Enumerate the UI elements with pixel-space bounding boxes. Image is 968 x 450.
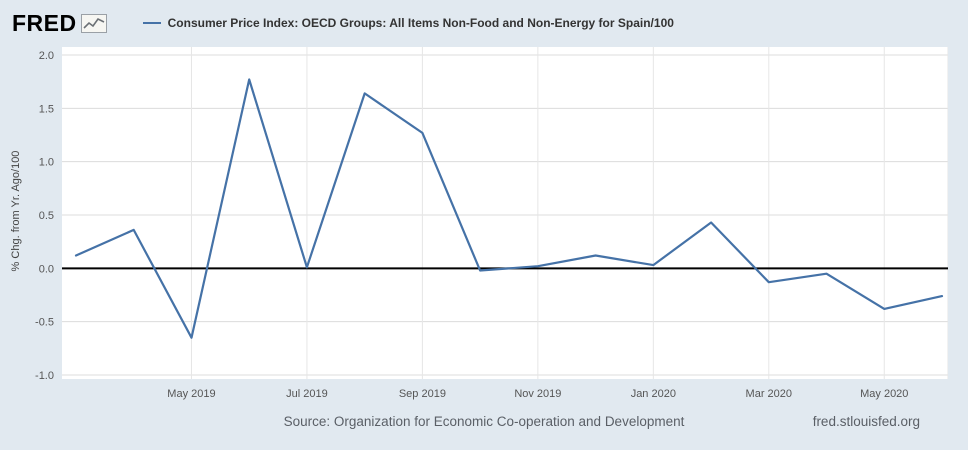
plot-region: 2.0 1.5 1.0 0.5 0.0 -0.5 -1.0 May 2019 Jul 2019 S… (28, 47, 948, 417)
svg-text:May 2019: May 2019 (167, 388, 215, 400)
svg-text:-0.5: -0.5 (35, 317, 54, 329)
svg-text:Jul 2019: Jul 2019 (286, 388, 328, 400)
y-axis-label: % Chg. from Yr. Ago/100 (10, 150, 22, 272)
site-link[interactable]: fred.stlouisfed.org (812, 414, 920, 429)
svg-text:Nov 2019: Nov 2019 (514, 388, 561, 400)
legend: Consumer Price Index: OECD Groups: All I… (142, 16, 674, 30)
svg-text:1.0: 1.0 (39, 157, 54, 169)
svg-text:1.5: 1.5 (39, 103, 54, 115)
svg-text:Sep 2019: Sep 2019 (399, 388, 446, 400)
fred-logo-text: FRED (12, 9, 77, 36)
source-text: Source: Organization for Economic Co-ope… (283, 414, 685, 429)
line-chart: 2.0 1.5 1.0 0.5 0.0 -0.5 -1.0 May 2019 Jul 2019 S… (35, 47, 948, 400)
fred-logo[interactable]: FRED (12, 10, 107, 37)
svg-text:Jan 2020: Jan 2020 (631, 388, 676, 400)
svg-text:-1.0: -1.0 (35, 370, 54, 382)
series-title: Consumer Price Index: OECD Groups: All I… (167, 16, 674, 30)
svg-text:Mar 2020: Mar 2020 (746, 388, 792, 400)
svg-text:0.0: 0.0 (39, 263, 54, 275)
svg-text:May 2020: May 2020 (860, 388, 908, 400)
fred-logo-graph-icon (80, 13, 107, 33)
chart-footer: Source: Organization for Economic Co-ope… (0, 414, 968, 438)
svg-text:0.5: 0.5 (39, 210, 54, 222)
legend-line-swatch (142, 22, 161, 24)
svg-text:2.0: 2.0 (39, 50, 54, 62)
chart-header: FRED Consumer Price Index: OECD Groups: … (12, 6, 956, 40)
